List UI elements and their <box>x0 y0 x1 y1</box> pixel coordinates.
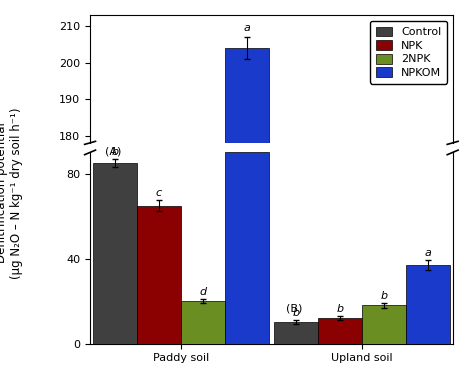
Text: b: b <box>111 147 118 157</box>
Text: b: b <box>381 291 388 301</box>
Bar <box>92 163 137 344</box>
Text: b: b <box>292 308 300 318</box>
Text: (B): (B) <box>286 304 303 314</box>
Text: Denitrification potential
(µg N₂O – N kg⁻¹ dry soil h⁻¹): Denitrification potential (µg N₂O – N kg… <box>0 107 24 279</box>
Bar <box>362 305 406 344</box>
Text: c: c <box>155 188 162 198</box>
Bar <box>274 322 318 344</box>
Bar <box>181 301 225 344</box>
Bar <box>318 318 362 344</box>
Legend: Control, NPK, 2NPK, NPKOM: Control, NPK, 2NPK, NPKOM <box>370 21 447 83</box>
Bar <box>406 265 450 344</box>
Text: b: b <box>337 304 344 314</box>
Text: a: a <box>425 247 431 257</box>
Text: d: d <box>199 287 206 297</box>
Bar <box>225 48 269 143</box>
Bar <box>137 205 181 344</box>
Text: (A): (A) <box>105 147 121 157</box>
Text: a: a <box>243 23 250 33</box>
Bar <box>225 152 269 344</box>
